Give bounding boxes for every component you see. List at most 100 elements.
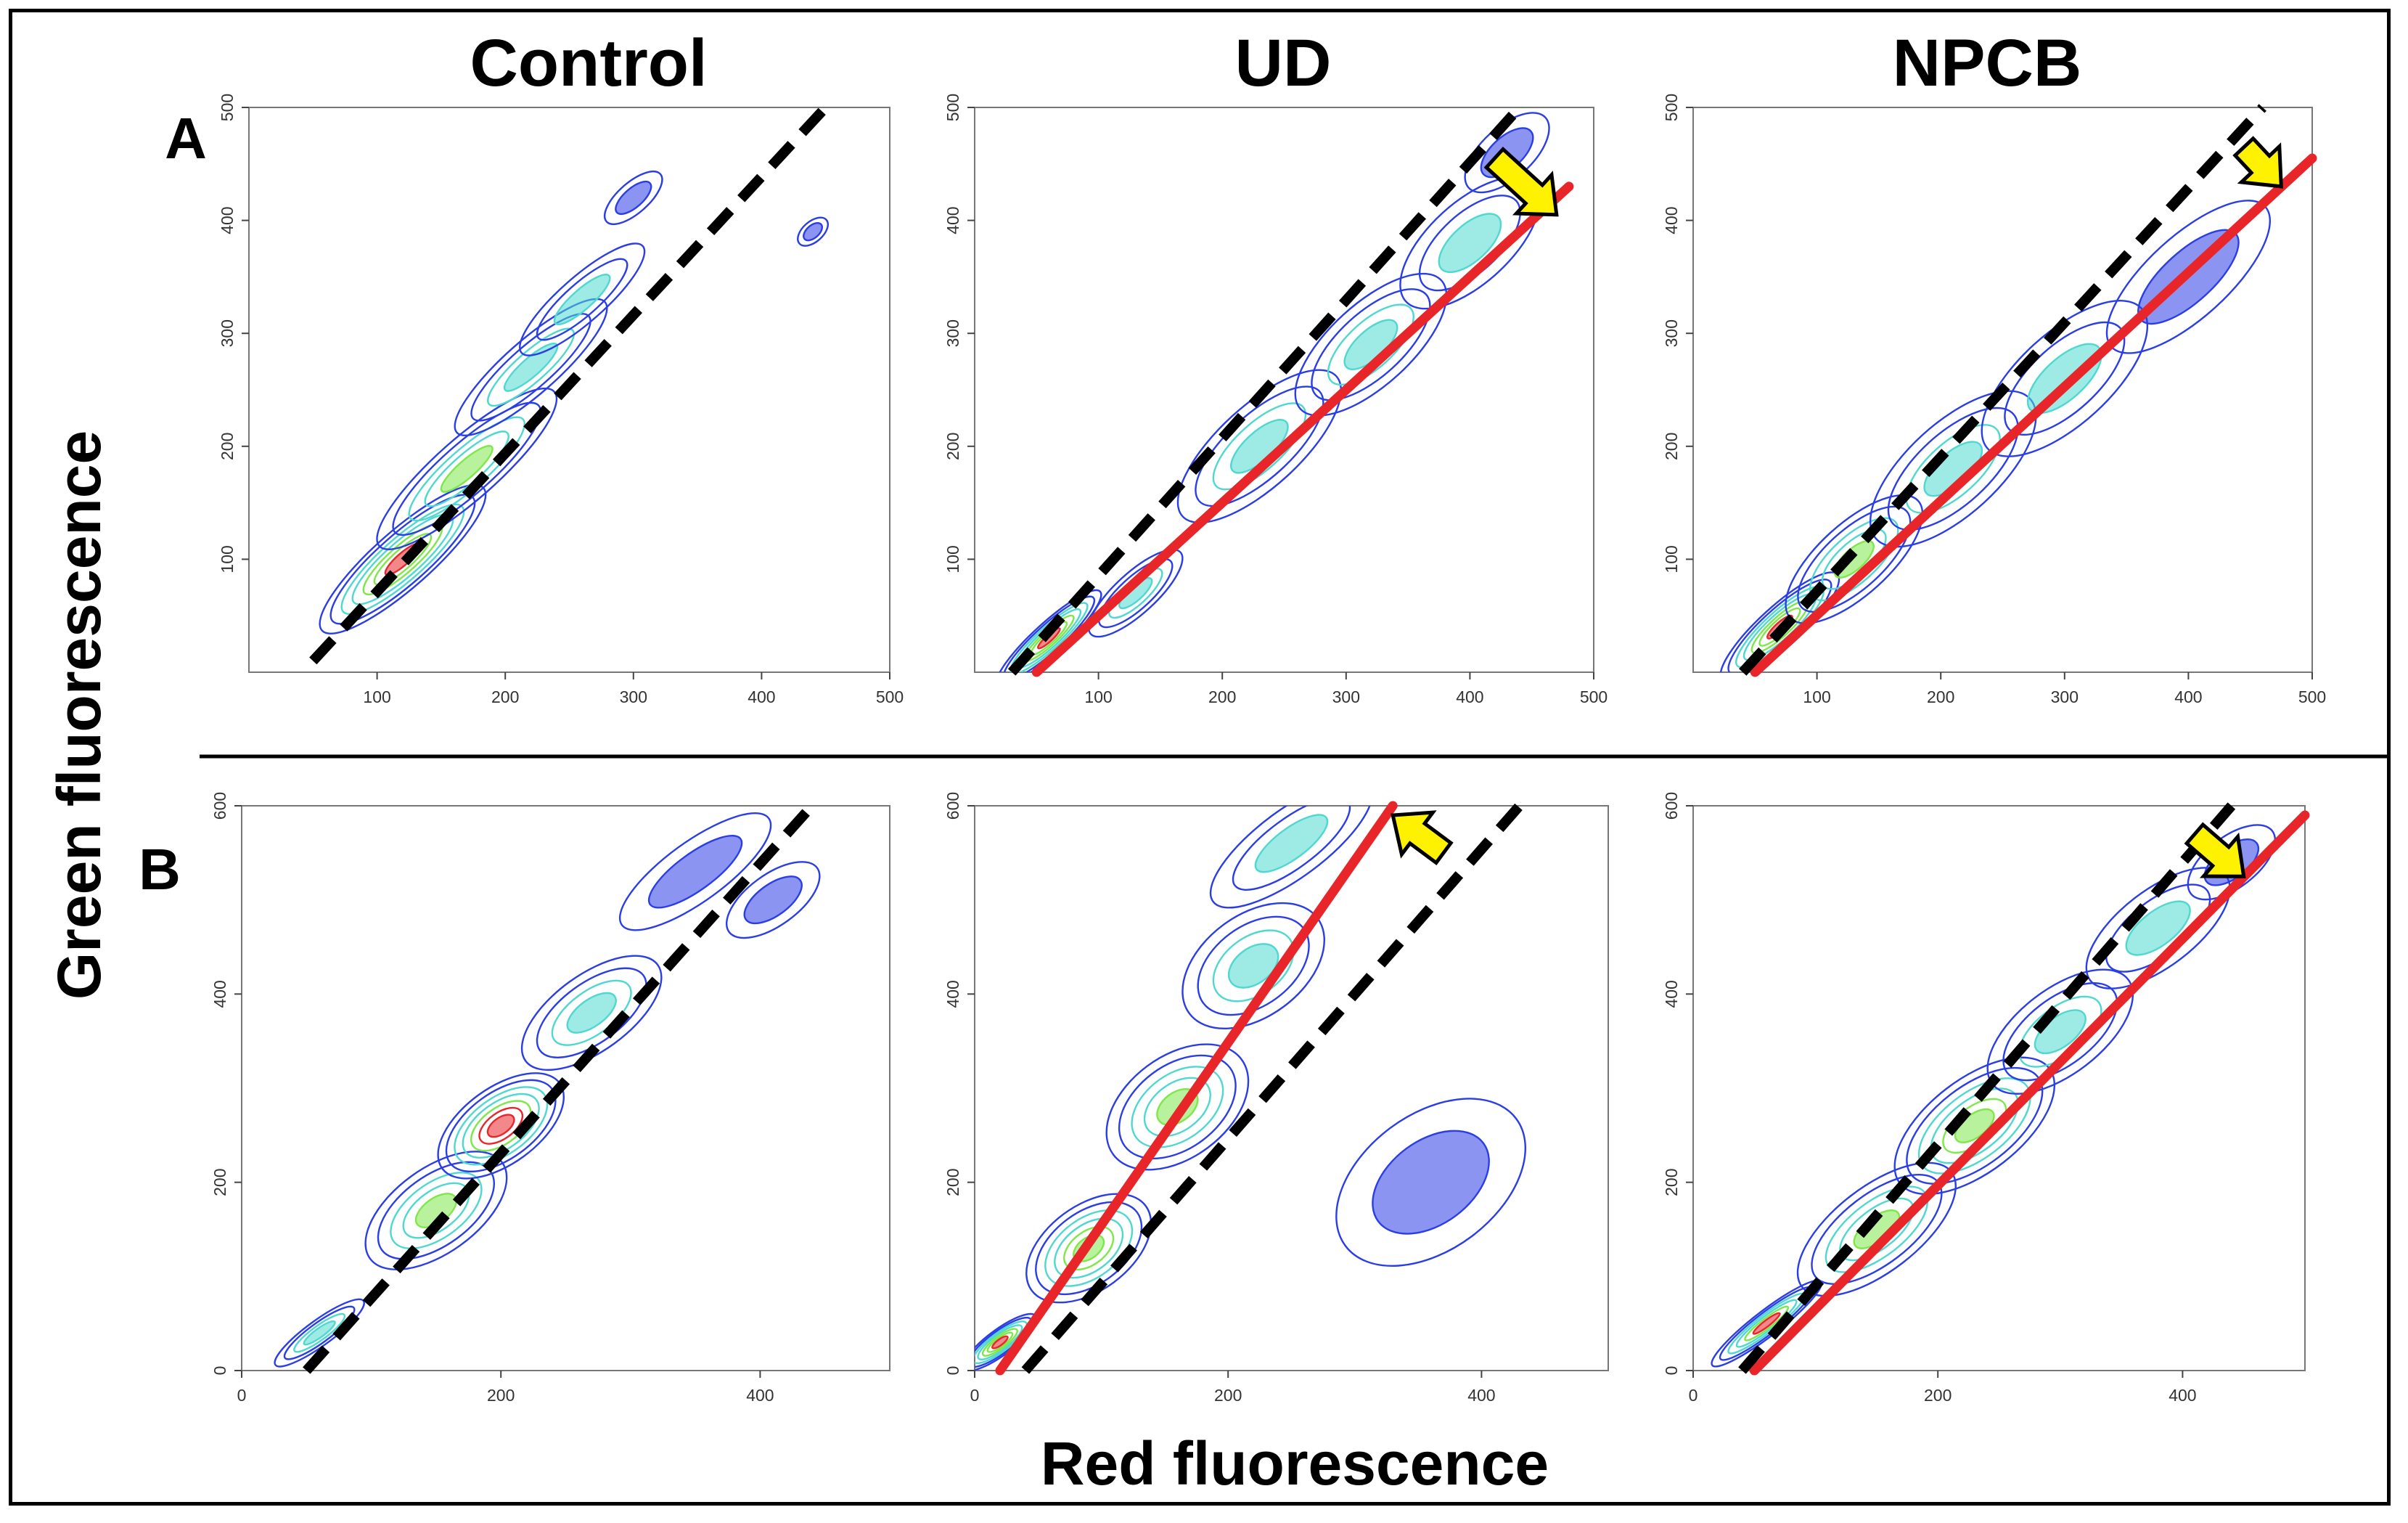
density-contour (1010, 602, 1089, 672)
x-tick-label: 0 (970, 1386, 980, 1405)
density-contour (743, 875, 803, 925)
y-tick-label: 400 (943, 980, 962, 1008)
density-contour (1887, 407, 2019, 531)
panel-a-npcb: 100 200 300 400 500 100 200 300 400 500 (1662, 94, 2326, 706)
density-contour (975, 1320, 1028, 1365)
black-reference-line (309, 104, 830, 665)
density-contour (390, 1172, 483, 1249)
x-tick-label: 300 (1332, 687, 1360, 706)
x-tick-label: 200 (1208, 687, 1236, 706)
black-reference-line (1739, 104, 2266, 676)
row-label-b: B (139, 837, 181, 902)
density-contour (519, 242, 646, 356)
y-tick-label: 200 (943, 433, 962, 460)
density-contour (1025, 1193, 1152, 1304)
y-tick-label: 0 (1662, 1366, 1681, 1376)
density-contour (2125, 900, 2191, 956)
x-tick-label: 400 (748, 687, 775, 706)
x-tick-label: 400 (1467, 1386, 1495, 1405)
density-contour (1905, 424, 2001, 514)
density-contour (1311, 288, 1431, 401)
density-contour (981, 1328, 1018, 1357)
shift-arrow-icon (2232, 136, 2283, 189)
density-contour (536, 258, 628, 341)
y-tick-label: 400 (218, 206, 237, 234)
density-contour (303, 1320, 336, 1346)
column-title-npcb: NPCB (1893, 26, 2082, 100)
x-tick-label: 0 (237, 1386, 247, 1405)
y-tick-label: 500 (218, 94, 237, 121)
density-contour (991, 1335, 1009, 1350)
black-reference-line (1007, 104, 1523, 676)
x-tick-label: 200 (491, 687, 519, 706)
density-contour (373, 533, 433, 586)
density-contour (520, 955, 663, 1071)
y-tick-label: 400 (210, 980, 229, 1008)
density-contour (1294, 272, 1448, 417)
shift-arrow-icon (1483, 146, 1559, 217)
x-tick-label: 300 (2051, 687, 2079, 706)
x-tick-label: 400 (2174, 687, 2202, 706)
density-contour (440, 445, 494, 493)
density-contour (462, 1093, 540, 1159)
y-tick-label: 400 (943, 206, 962, 234)
density-contour (1105, 1043, 1250, 1171)
x-tick-label: 200 (1214, 1386, 1242, 1405)
density-contour (977, 1324, 1023, 1360)
y-tick-label: 500 (943, 94, 962, 121)
y-tick-label: 600 (1662, 792, 1681, 820)
x-axis-title: Red fluorescence (1041, 1429, 1549, 1498)
column-title-control: Control (470, 26, 707, 100)
y-tick-label: 200 (218, 433, 237, 460)
x-tick-label: 300 (620, 687, 647, 706)
column-title-ud: UD (1235, 26, 1332, 100)
y-tick-label: 0 (210, 1366, 229, 1376)
density-contour (1118, 1054, 1237, 1160)
y-axis-title: Green fluorescence (45, 430, 113, 1000)
red-regression-line (995, 801, 1398, 1376)
density-contour (1906, 1066, 2044, 1185)
y-tick-label: 500 (1662, 94, 1681, 121)
x-tick-label: 500 (876, 687, 904, 706)
density-contour (487, 327, 575, 407)
density-contour (1335, 1098, 1526, 1267)
plot-frame (974, 107, 1594, 673)
shift-arrow-icon (1391, 810, 1454, 865)
y-tick-label: 400 (1662, 206, 1681, 234)
y-tick-label: 300 (943, 319, 962, 347)
density-contour (1735, 1299, 1798, 1348)
density-contour (1143, 1077, 1211, 1138)
shift-arrow-icon (2184, 822, 2246, 878)
y-tick-label: 100 (1662, 545, 1681, 573)
x-tick-label: 500 (2298, 687, 2326, 706)
density-contour (603, 170, 663, 225)
density-contour (1209, 806, 1374, 909)
y-tick-label: 200 (943, 1168, 962, 1196)
density-contour (1372, 1130, 1490, 1235)
black-reference-line (303, 802, 816, 1374)
panel-a-ud: 100 200 300 400 500 100 200 300 400 500 (943, 94, 1608, 706)
panel-b-ud: 0 200 400 0 200 400 600 (943, 792, 1609, 1405)
y-tick-label: 200 (210, 1168, 229, 1196)
density-contour (553, 274, 611, 325)
density-contour (1744, 1305, 1790, 1342)
density-contour (1438, 213, 1502, 274)
density-contour (2026, 343, 2102, 415)
density-contour (1254, 814, 1329, 873)
x-tick-label: 400 (2169, 1386, 2196, 1405)
density-contour (1212, 402, 1307, 491)
x-tick-label: 400 (746, 1386, 774, 1405)
density-contour (274, 1298, 365, 1368)
x-tick-label: 100 (1803, 687, 1830, 706)
x-tick-label: 500 (1580, 687, 1608, 706)
density-contour (1232, 806, 1351, 891)
y-tick-label: 100 (218, 545, 237, 573)
density-contour (1035, 1201, 1143, 1296)
y-tick-label: 600 (943, 792, 962, 820)
density-contour (1797, 505, 1912, 613)
density-contour (1098, 558, 1174, 629)
density-contour (392, 401, 542, 536)
density-contour (647, 835, 743, 909)
x-tick-label: 100 (363, 687, 390, 706)
red-regression-line (1749, 810, 2310, 1376)
